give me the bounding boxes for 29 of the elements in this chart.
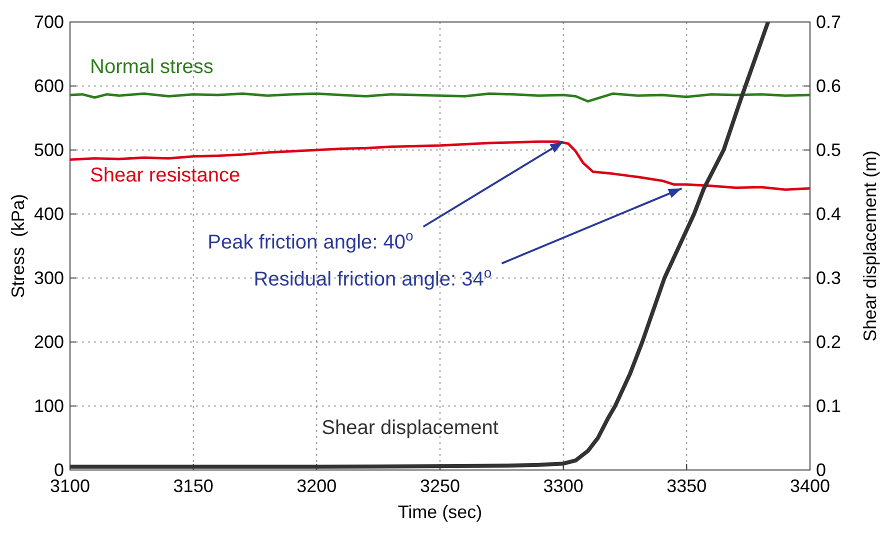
y2-tick-label: 0.6 <box>816 76 842 96</box>
annotation: Residual friction angle: 34$^{o}$ <box>254 264 492 290</box>
y2-tick-label: 0.2 <box>816 332 842 352</box>
y2-tick-label: 0.3 <box>816 268 842 288</box>
line-series <box>68 92 812 103</box>
line-series <box>68 140 812 191</box>
x-tick-label: 3200 <box>296 476 337 496</box>
y2-tick-label: 0.5 <box>816 140 842 160</box>
y-tick-label: 300 <box>34 268 64 288</box>
x-tick-label: 3150 <box>173 476 214 496</box>
y-tick-label: 200 <box>34 332 64 352</box>
y2-axis-title: Shear displacement (m) <box>860 150 880 342</box>
annotation: Peak friction angle: 40$^{o}$ <box>208 228 414 254</box>
series-label: Shear resistance <box>90 164 240 187</box>
series-label: Normal stress <box>90 56 214 78</box>
y2-tick-label: 0.7 <box>816 12 842 32</box>
series-label: Shear displacement <box>322 417 499 439</box>
y2-tick-label: 0.4 <box>816 204 842 224</box>
x-axis-title: Time (sec) <box>398 502 482 522</box>
y-tick-label: 700 <box>34 12 64 32</box>
x-tick-label: 3250 <box>420 476 460 496</box>
y-axis-title: Stress (kPa) <box>8 194 28 298</box>
y-tick-label: 600 <box>34 76 64 96</box>
y2-tick-label: 0.1 <box>816 396 842 416</box>
y-tick-label: 500 <box>34 140 64 160</box>
x-tick-label: 3300 <box>543 476 584 496</box>
y-tick-label: 100 <box>34 396 64 416</box>
x-tick-label: 3350 <box>666 476 707 496</box>
y-tick-label: 400 <box>34 204 64 224</box>
